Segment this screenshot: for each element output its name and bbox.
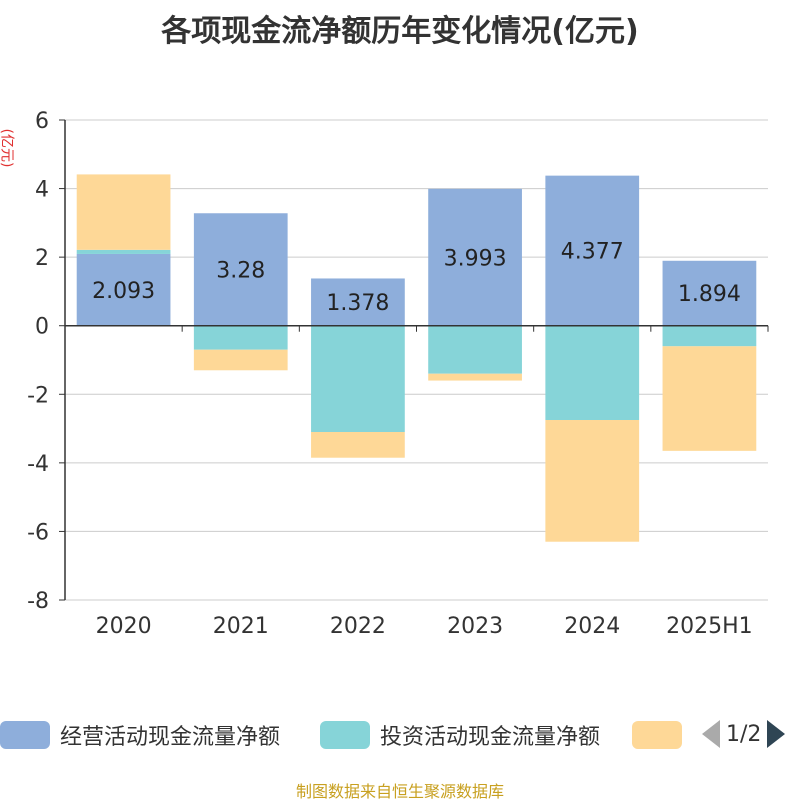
bar-2021-series-3	[193, 349, 288, 371]
legend-prev-page-icon[interactable]	[702, 720, 720, 748]
x-tick-label-2023: 2023	[447, 614, 503, 639]
legend-item-series-1[interactable]: 经营活动现金流量净额	[0, 720, 280, 750]
y-tick-label-2: 2	[35, 246, 49, 271]
chart-title: 各项现金流净额历年变化情况(亿元)	[161, 14, 639, 49]
y-tick-label-6: -6	[27, 520, 49, 545]
y-tick-label-4: -2	[27, 383, 49, 408]
bars-layer	[76, 174, 757, 542]
bar-2024-series-2	[545, 325, 640, 420]
legend-swatch-series-2	[320, 721, 370, 749]
y-tick-label-1: 4	[35, 178, 49, 203]
bar-2022-series-1	[311, 278, 405, 326]
bar-2022-series-3	[311, 432, 405, 458]
x-tick-label-2025H1: 2025H1	[666, 614, 753, 639]
data-label-2022: 1.378	[326, 291, 389, 316]
legend: 经营活动现金流量净额 投资活动现金流量净额 1/2	[0, 714, 800, 754]
y-tick-label-0: 6	[35, 109, 49, 134]
bar-2025H1-series-3	[662, 346, 757, 451]
bar-2023-series-2	[428, 325, 522, 374]
data-label-2020: 2.093	[92, 279, 155, 304]
data-label-2021: 3.28	[216, 258, 265, 283]
legend-swatch-series-1	[0, 721, 50, 749]
x-tick-label-2020: 2020	[96, 614, 152, 639]
bar-2021-series-2	[193, 325, 288, 350]
x-tick-label-2022: 2022	[330, 614, 386, 639]
bar-2022-series-2	[311, 325, 405, 432]
legend-page-indicator: 1/2	[726, 721, 762, 747]
bar-2025H1-series-1	[662, 260, 757, 326]
y-tick-label-3: 0	[35, 315, 49, 340]
bar-2020-series-2	[76, 249, 171, 254]
legend-label-series-1: 经营活动现金流量净额	[60, 725, 281, 750]
legend-item-series-3[interactable]	[632, 720, 692, 750]
y-tick-label-7: -8	[27, 589, 49, 614]
x-tick-label-2024: 2024	[564, 614, 620, 639]
bar-2020-series-1	[76, 253, 171, 326]
legend-next-page-icon[interactable]	[767, 720, 786, 748]
bar-2025H1-series-2	[662, 325, 757, 347]
data-label-2025H1: 1.894	[678, 282, 741, 307]
legend-label-series-2: 投资活动现金流量净额	[380, 725, 601, 750]
legend-item-series-2[interactable]: 投资活动现金流量净额	[320, 720, 600, 750]
data-label-2023: 3.993	[444, 246, 507, 271]
data-label-2024: 4.377	[561, 240, 624, 265]
axis-layer: 6 4 2 0 -2 -4 -6 -8 2020 2021 2022 2023 2024 2025H1	[27, 109, 769, 639]
labels-layer: 2.093 3.28 1.378 3.993 4.377 1.894	[92, 240, 741, 316]
bar-2024-series-1	[545, 175, 640, 326]
y-tick-label-5: -4	[27, 452, 49, 477]
x-tick-label-2021: 2021	[213, 614, 269, 639]
legend-pager: 1/2	[702, 718, 786, 750]
bar-2020-series-3	[76, 174, 171, 250]
bar-2023-series-1	[428, 188, 522, 326]
bar-2023-series-3	[428, 373, 522, 381]
bar-2021-series-1	[193, 213, 288, 326]
legend-swatch-series-3	[632, 721, 682, 749]
data-source-note: 制图数据来自恒生聚源数据库	[295, 782, 504, 801]
bar-2024-series-3	[545, 420, 640, 542]
grid-layer	[65, 119, 768, 601]
